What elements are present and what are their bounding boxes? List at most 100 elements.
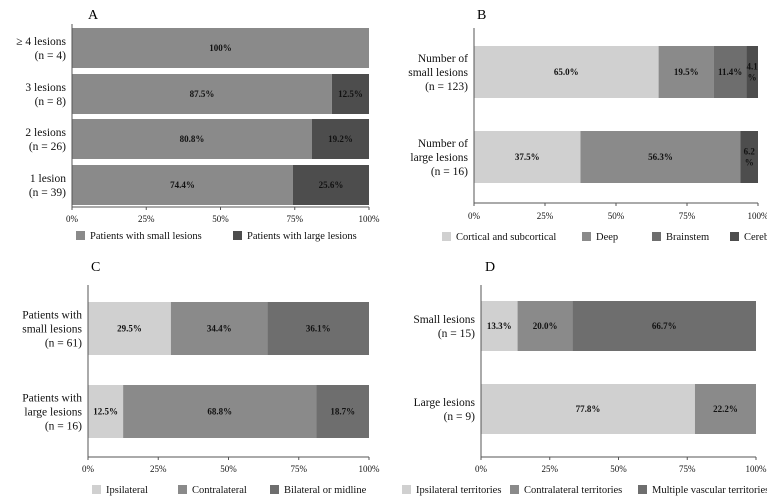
panel-b-letter: B (477, 8, 486, 23)
chart-a-bar-3-1 (292, 165, 369, 205)
chart-c-legend-swatch-1 (178, 485, 187, 494)
chart-c-bar-1-2 (316, 385, 369, 438)
chart-panel-a: A 100% ≥ 4 lesions (n = 4) 87.5% 12.5% 3 lesio… (0, 0, 384, 251)
chart-b-legend-swatch-3 (730, 232, 739, 241)
chart-c-category-label-1: Patients with large lesions (n = 16) (22, 393, 82, 433)
chart-a-category-label-3: 1 lesion (n = 39) (29, 173, 66, 199)
chart-c-data-label-1-2: 18.7% (330, 407, 355, 417)
chart-c-data-label-0-0: 29.5% (117, 324, 142, 334)
chart-a-category-label-1: 3 lesions (n = 8) (25, 82, 66, 108)
chart-b-tick-label-0: 0% (468, 211, 481, 221)
chart-a-data-label-0-0: 100% (209, 43, 232, 53)
chart-a-tick-label-2: 50% (212, 214, 229, 224)
chart-b-data-label-1-3: 6.2% (744, 147, 756, 168)
chart-c-tick-label-4: 100% (359, 464, 381, 474)
chart-c-legend-label-2: Bilateral or midline (284, 485, 367, 496)
chart-panel-d: D 13.3% 20.0% 66.7% Small lesions (n = 15) 77.… (384, 251, 767, 502)
chart-c-legend-swatch-2 (270, 485, 279, 494)
chart-c-bar-0-1 (170, 302, 268, 355)
chart-c-legend-swatch-0 (92, 485, 101, 494)
chart-d-tick-label-2: 50% (610, 464, 627, 474)
chart-b-tick-label-3: 75% (679, 211, 696, 221)
chart-b-legend-label-3: Cerebellum (744, 232, 767, 243)
chart-d-tick-label-4: 100% (746, 464, 767, 474)
chart-a-legend-label-0: Patients with small lesions (90, 231, 202, 242)
chart-d-svg: D 13.3% 20.0% 66.7% Small lesions (n = 15) 77.… (402, 260, 767, 496)
chart-a-legend-swatch-0 (76, 231, 85, 240)
chart-b-bar-0-2 (713, 46, 747, 98)
chart-d-data-label-0-0: 13.3% (487, 321, 512, 331)
chart-a-data-label-2-0: 80.8% (180, 134, 205, 144)
chart-b-legend-swatch-0 (442, 232, 451, 241)
chart-c-bar-1-1 (123, 385, 317, 438)
chart-b-bar-0-0 (474, 46, 659, 98)
chart-c-legend-label-0: Ipsilateral (106, 485, 148, 496)
chart-b-bar-1-3 (740, 131, 758, 183)
chart-a-category-label-0: ≥ 4 lesions (n = 4) (16, 36, 66, 62)
chart-b-legend-swatch-2 (652, 232, 661, 241)
chart-d-legend-swatch-1 (510, 485, 519, 494)
chart-a-legend-swatch-1 (233, 231, 242, 240)
chart-b-data-label-0-1: 19.5% (674, 67, 699, 77)
chart-b-data-label-0-2: 11.4% (718, 67, 742, 77)
chart-d-tick-label-1: 25% (542, 464, 559, 474)
chart-b-legend-label-1: Deep (596, 232, 618, 243)
chart-d-data-label-0-1: 20.0% (533, 321, 558, 331)
chart-c-tick-label-3: 75% (291, 464, 308, 474)
chart-b-data-label-1-1: 56.3% (648, 152, 673, 162)
chart-b-svg: B 65.0% 19.5% 11.4% 4.1 % Number of small lesio… (408, 8, 767, 243)
chart-a-tick-label-0: 0% (66, 214, 79, 224)
panel-c-letter: C (91, 260, 100, 275)
chart-d-tick-label-0: 0% (475, 464, 488, 474)
chart-d-bar-0-2 (572, 301, 756, 351)
chart-c-category-label-0: Patients with small lesions (n = 61) (22, 310, 82, 350)
panel-d-letter: D (485, 260, 495, 275)
chart-panel-b: B 65.0% 19.5% 11.4% 4.1% Number of small lesio… (384, 0, 767, 251)
chart-b-tick-label-4: 100% (748, 211, 767, 221)
chart-a-data-label-1-1: 12.5% (338, 89, 363, 99)
chart-c-tick-label-2: 50% (220, 464, 237, 474)
chart-d-bar-0-0 (481, 301, 518, 351)
chart-c-data-label-0-2: 36.1% (306, 324, 331, 334)
chart-a-tick-label-3: 75% (287, 214, 304, 224)
chart-b-tick-label-2: 50% (608, 211, 625, 221)
chart-c-data-label-0-1: 34.4% (207, 324, 232, 334)
chart-b-bar-0-3 (746, 46, 758, 98)
chart-a-data-label-2-1: 19.2% (328, 134, 353, 144)
chart-d-data-label-1-1: 22.2% (713, 404, 738, 414)
chart-b-legend-label-2: Brainstem (666, 232, 709, 243)
chart-d-legend-label-2: Multiple vascular territories (652, 485, 767, 496)
chart-c-legend-label-1: Contralateral (192, 485, 247, 496)
chart-c-data-label-1-1: 68.8% (207, 407, 232, 417)
chart-d-bar-0-1 (517, 301, 573, 351)
chart-b-legend-swatch-1 (582, 232, 591, 241)
chart-a-legend-label-1: Patients with large lesions (247, 231, 357, 242)
chart-c-tick-label-1: 25% (150, 464, 167, 474)
chart-d-legend-label-1: Contralateral territories (524, 485, 622, 496)
chart-b-data-label-0-0: 65.0% (554, 67, 579, 77)
chart-d-legend-label-0: Ipsilateral territories (416, 485, 501, 496)
chart-b-bar-1-0 (474, 131, 581, 183)
panel-a-letter: A (88, 8, 99, 23)
chart-d-bar-1-0 (481, 384, 695, 434)
chart-d-tick-label-3: 75% (679, 464, 696, 474)
chart-c-data-label-1-0: 12.5% (93, 407, 118, 417)
chart-d-legend-swatch-2 (638, 485, 647, 494)
chart-a-bar-1-0 (72, 74, 332, 114)
chart-c-svg: C 29.5% 34.4% 36.1% Patients with small lesio… (22, 260, 381, 496)
chart-b-data-label-0-3: 4.1% (747, 62, 759, 83)
chart-b-category-label-0: Number of small lesions (n = 123) (408, 53, 468, 93)
chart-a-svg: A 100% ≥ 4 lesions (n = 4) 87.5% 12.5% 3 lesio… (16, 8, 381, 242)
chart-d-legend-swatch-0 (402, 485, 411, 494)
chart-panel-c: C 29.5% 34.4% 36.1% Patients with small lesio… (0, 251, 384, 502)
chart-a-bar-1-1 (331, 74, 369, 114)
chart-a-tick-label-4: 100% (359, 214, 381, 224)
chart-d-category-label-1: Large lesions (n = 9) (414, 397, 476, 423)
chart-a-data-label-3-0: 74.4% (170, 180, 195, 190)
chart-b-legend-label-0: Cortical and subcortical (456, 232, 556, 243)
chart-b-category-label-1: Number of large lesions (n = 16) (410, 138, 468, 178)
chart-a-bar-2-1 (311, 119, 369, 159)
chart-c-bar-0-0 (88, 302, 171, 355)
chart-b-data-label-1-0: 37.5% (515, 152, 540, 162)
chart-d-data-label-1-0: 77.8% (576, 404, 601, 414)
